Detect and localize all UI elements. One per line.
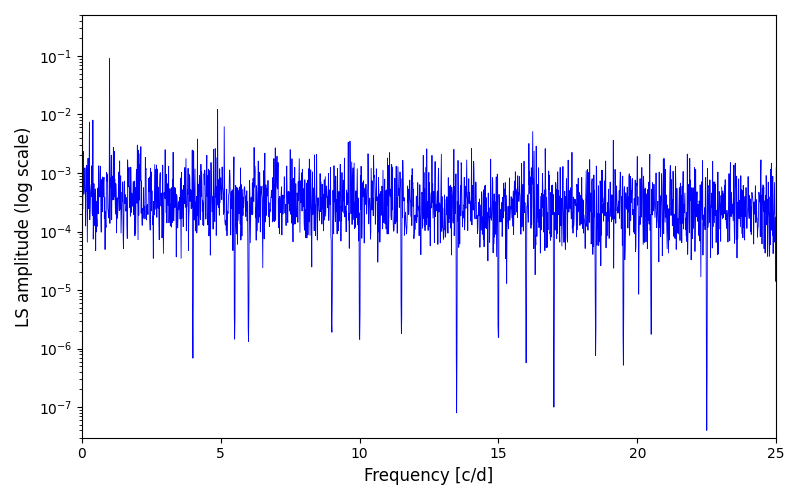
Y-axis label: LS amplitude (log scale): LS amplitude (log scale) [15, 126, 33, 326]
X-axis label: Frequency [c/d]: Frequency [c/d] [364, 467, 494, 485]
